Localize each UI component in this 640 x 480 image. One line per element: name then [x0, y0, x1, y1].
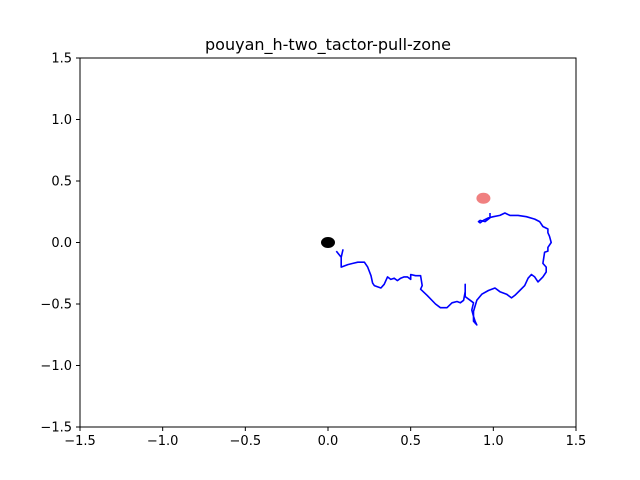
y-tick-label: 1.0 [51, 113, 72, 128]
y-tick-label: −0.5 [40, 298, 72, 313]
point-marker-1 [476, 192, 491, 204]
x-tick-label: 1.5 [566, 434, 587, 449]
x-tick-label: −1.5 [64, 434, 96, 449]
x-tick-label: 1.0 [483, 434, 504, 449]
y-tick-label: −1.5 [40, 421, 72, 436]
y-tick-label: 0.5 [51, 175, 72, 190]
series-layer [335, 212, 553, 326]
chart-title: pouyan_h-two_tactor-pull-zone [205, 35, 451, 55]
y-tick-label: 0.0 [51, 236, 72, 251]
axes: −1.5 −1.0 −0.5 0.0 0.5 1.0 1.5 −1.5 −1.0 −0.5 0.0 0… [40, 52, 586, 450]
series-line-0 [335, 212, 553, 326]
point-marker-0 [321, 237, 335, 248]
y-tick-label: −1.0 [40, 359, 72, 374]
x-tick-label: 0.0 [318, 434, 339, 449]
y-tick-label: 1.5 [51, 52, 72, 67]
marker-layer [321, 192, 491, 248]
x-tick-label: −1.0 [147, 434, 179, 449]
x-tick-label: 0.5 [400, 434, 421, 449]
x-tick-label: −0.5 [230, 434, 262, 449]
